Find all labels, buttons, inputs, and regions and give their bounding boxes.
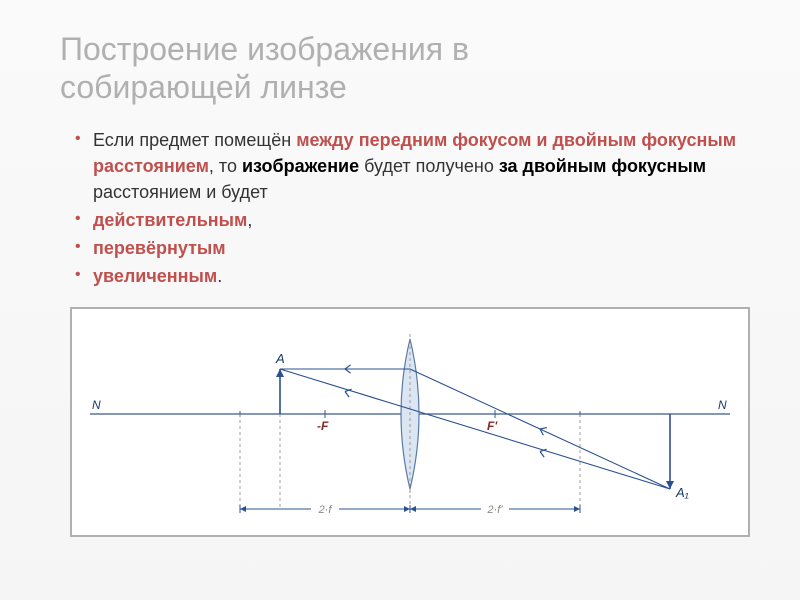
slide: Построение изображения в собирающей линз…: [0, 0, 800, 600]
bullet-list: Если предмет помещён между передним фоку…: [75, 127, 750, 290]
slide-title: Построение изображения в собирающей линз…: [60, 30, 750, 107]
title-line-1: Построение изображения в: [60, 31, 469, 67]
intro-bold2: за двойным фокусным: [499, 156, 706, 176]
prop3-suffix: .: [217, 266, 222, 286]
svg-text:2·f': 2·f': [487, 504, 504, 516]
svg-text:F': F': [487, 419, 498, 433]
intro-prefix: Если предмет помещён: [93, 130, 296, 150]
prop2-text: перевёрнутым: [93, 238, 226, 258]
svg-text:A: A: [275, 351, 285, 366]
lens-diagram: N N -F F' A A₁ 2·f 2·f': [70, 307, 750, 537]
svg-text:2·f: 2·f: [318, 504, 333, 516]
bullet-prop3: увеличенным.: [75, 263, 750, 289]
intro-bold1: изображение: [242, 156, 359, 176]
bullet-prop2: перевёрнутым: [75, 235, 750, 261]
diagram-svg: N N -F F' A A₁ 2·f 2·f': [72, 309, 748, 535]
intro-mid: , то: [209, 156, 242, 176]
intro-mid2: будет получено: [359, 156, 499, 176]
title-line-2: собирающей линзе: [60, 69, 347, 105]
bullet-intro: Если предмет помещён между передним фоку…: [75, 127, 750, 205]
svg-text:N: N: [92, 398, 101, 412]
svg-text:A₁: A₁: [675, 485, 689, 500]
prop1-text: действительным: [93, 210, 247, 230]
svg-text:-F: -F: [317, 419, 329, 433]
intro-mid3: расстоянием и будет: [93, 182, 268, 202]
prop1-suffix: ,: [247, 210, 252, 230]
prop3-text: увеличенным: [93, 266, 217, 286]
svg-text:N: N: [718, 398, 727, 412]
bullet-prop1: действительным,: [75, 207, 750, 233]
